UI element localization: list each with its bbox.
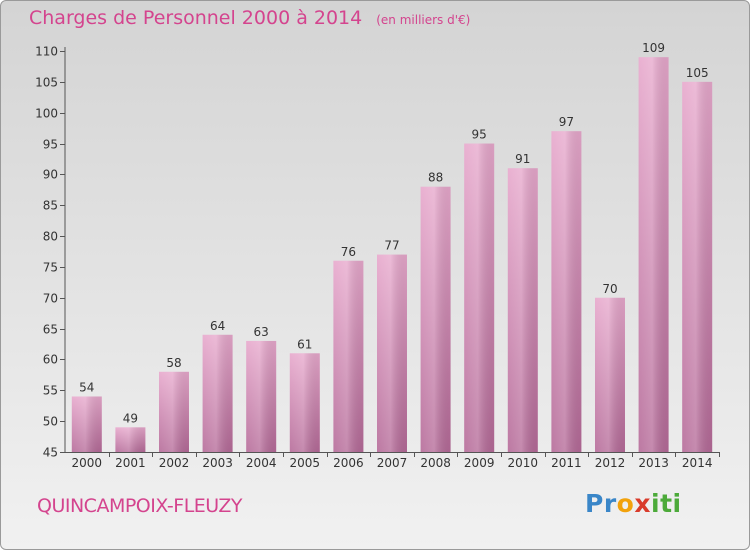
x-tick-label: 2011 bbox=[551, 456, 582, 470]
logo-letter: P bbox=[585, 489, 604, 518]
logo-letter: o bbox=[616, 489, 635, 518]
y-tick-label: 110 bbox=[35, 45, 58, 59]
x-tick-label: 2014 bbox=[682, 456, 713, 470]
bar-value-label: 63 bbox=[254, 325, 269, 339]
x-tick-label: 2000 bbox=[72, 456, 103, 470]
bar-value-label: 95 bbox=[472, 128, 487, 142]
x-tick-label: 2007 bbox=[377, 456, 408, 470]
bar-value-label: 97 bbox=[559, 115, 574, 129]
bar-shine bbox=[507, 168, 538, 452]
logo-letter: r bbox=[603, 489, 617, 518]
bar-shine bbox=[682, 81, 713, 452]
bar-value-label: 70 bbox=[602, 282, 617, 296]
bar-shine bbox=[159, 371, 189, 452]
bar-value-label: 91 bbox=[515, 152, 530, 166]
y-tick-label: 45 bbox=[43, 446, 58, 460]
x-tick-label: 2012 bbox=[595, 456, 626, 470]
bar-value-label: 49 bbox=[123, 411, 138, 425]
x-tick-label: 2004 bbox=[246, 456, 277, 470]
bar-shine bbox=[115, 427, 146, 452]
logo-letter: x bbox=[634, 489, 651, 518]
bar-shine bbox=[246, 340, 277, 452]
y-tick-label: 70 bbox=[43, 292, 58, 306]
commune-name: QUINCAMPOIX-FLEUZY bbox=[37, 495, 243, 517]
logo-letter: i bbox=[651, 489, 661, 518]
bars-group: 54 49 58 64 63 61 76 77 88 95 91 97 70 109 105 bbox=[71, 41, 713, 453]
bar-value-label: 61 bbox=[297, 337, 312, 351]
bar-value-label: 105 bbox=[686, 66, 709, 80]
bar-value-label: 54 bbox=[79, 380, 94, 394]
bar-value-label: 77 bbox=[384, 239, 399, 253]
chart-title: Charges de Personnel 2000 à 2014 (en mill… bbox=[29, 7, 470, 29]
bar-shine bbox=[464, 143, 495, 453]
x-tick-label: 2013 bbox=[638, 456, 669, 470]
y-tick-label: 95 bbox=[43, 138, 58, 152]
bar-value-label: 58 bbox=[166, 356, 181, 370]
bar-shine bbox=[551, 131, 582, 452]
y-tick-label: 105 bbox=[35, 76, 58, 90]
y-tick-label: 100 bbox=[35, 107, 58, 121]
x-tick-label: 2001 bbox=[115, 456, 146, 470]
y-tick-label: 85 bbox=[43, 199, 58, 213]
x-tick-label: 2010 bbox=[508, 456, 539, 470]
x-tick-label: 2005 bbox=[290, 456, 321, 470]
y-tick-label: 80 bbox=[43, 230, 58, 244]
bar-shine bbox=[595, 297, 625, 452]
title-text: Charges de Personnel 2000 à 2014 bbox=[29, 7, 363, 29]
y-tick-label: 90 bbox=[43, 168, 58, 182]
bar-shine bbox=[420, 186, 451, 452]
y-tick-label: 50 bbox=[43, 415, 58, 429]
bar-shine bbox=[333, 260, 364, 452]
proxiti-logo: Proxiti bbox=[585, 489, 682, 518]
x-tick-label: 2008 bbox=[420, 456, 451, 470]
x-tick-label: 2006 bbox=[333, 456, 364, 470]
y-tick-label: 60 bbox=[43, 353, 58, 367]
y-axis: 45 50 55 60 65 70 75 80 85 90 95 100 105 110 bbox=[35, 45, 66, 460]
y-tick-label: 55 bbox=[43, 384, 58, 398]
bar-shine bbox=[71, 396, 102, 452]
logo-letter: i bbox=[672, 489, 682, 518]
y-tick-label: 75 bbox=[43, 261, 58, 275]
x-axis: 2000 2001 2002 2003 2004 2005 2006 2007 2008 2009… bbox=[65, 452, 720, 470]
logo-letter: t bbox=[660, 489, 673, 518]
y-tick-label: 65 bbox=[43, 323, 58, 337]
bar-shine bbox=[202, 334, 233, 452]
unit-note: (en milliers d'€) bbox=[376, 13, 471, 27]
x-tick-label: 2003 bbox=[202, 456, 233, 470]
bar-value-label: 109 bbox=[642, 41, 665, 55]
bar-shine bbox=[638, 57, 669, 453]
bar-shine bbox=[377, 254, 407, 452]
x-tick-label: 2009 bbox=[464, 456, 495, 470]
bar-value-label: 88 bbox=[428, 171, 443, 185]
bar-value-label: 64 bbox=[210, 319, 225, 333]
bar-shine bbox=[289, 353, 320, 452]
bar-value-label: 76 bbox=[341, 245, 356, 259]
x-tick-label: 2002 bbox=[159, 456, 190, 470]
